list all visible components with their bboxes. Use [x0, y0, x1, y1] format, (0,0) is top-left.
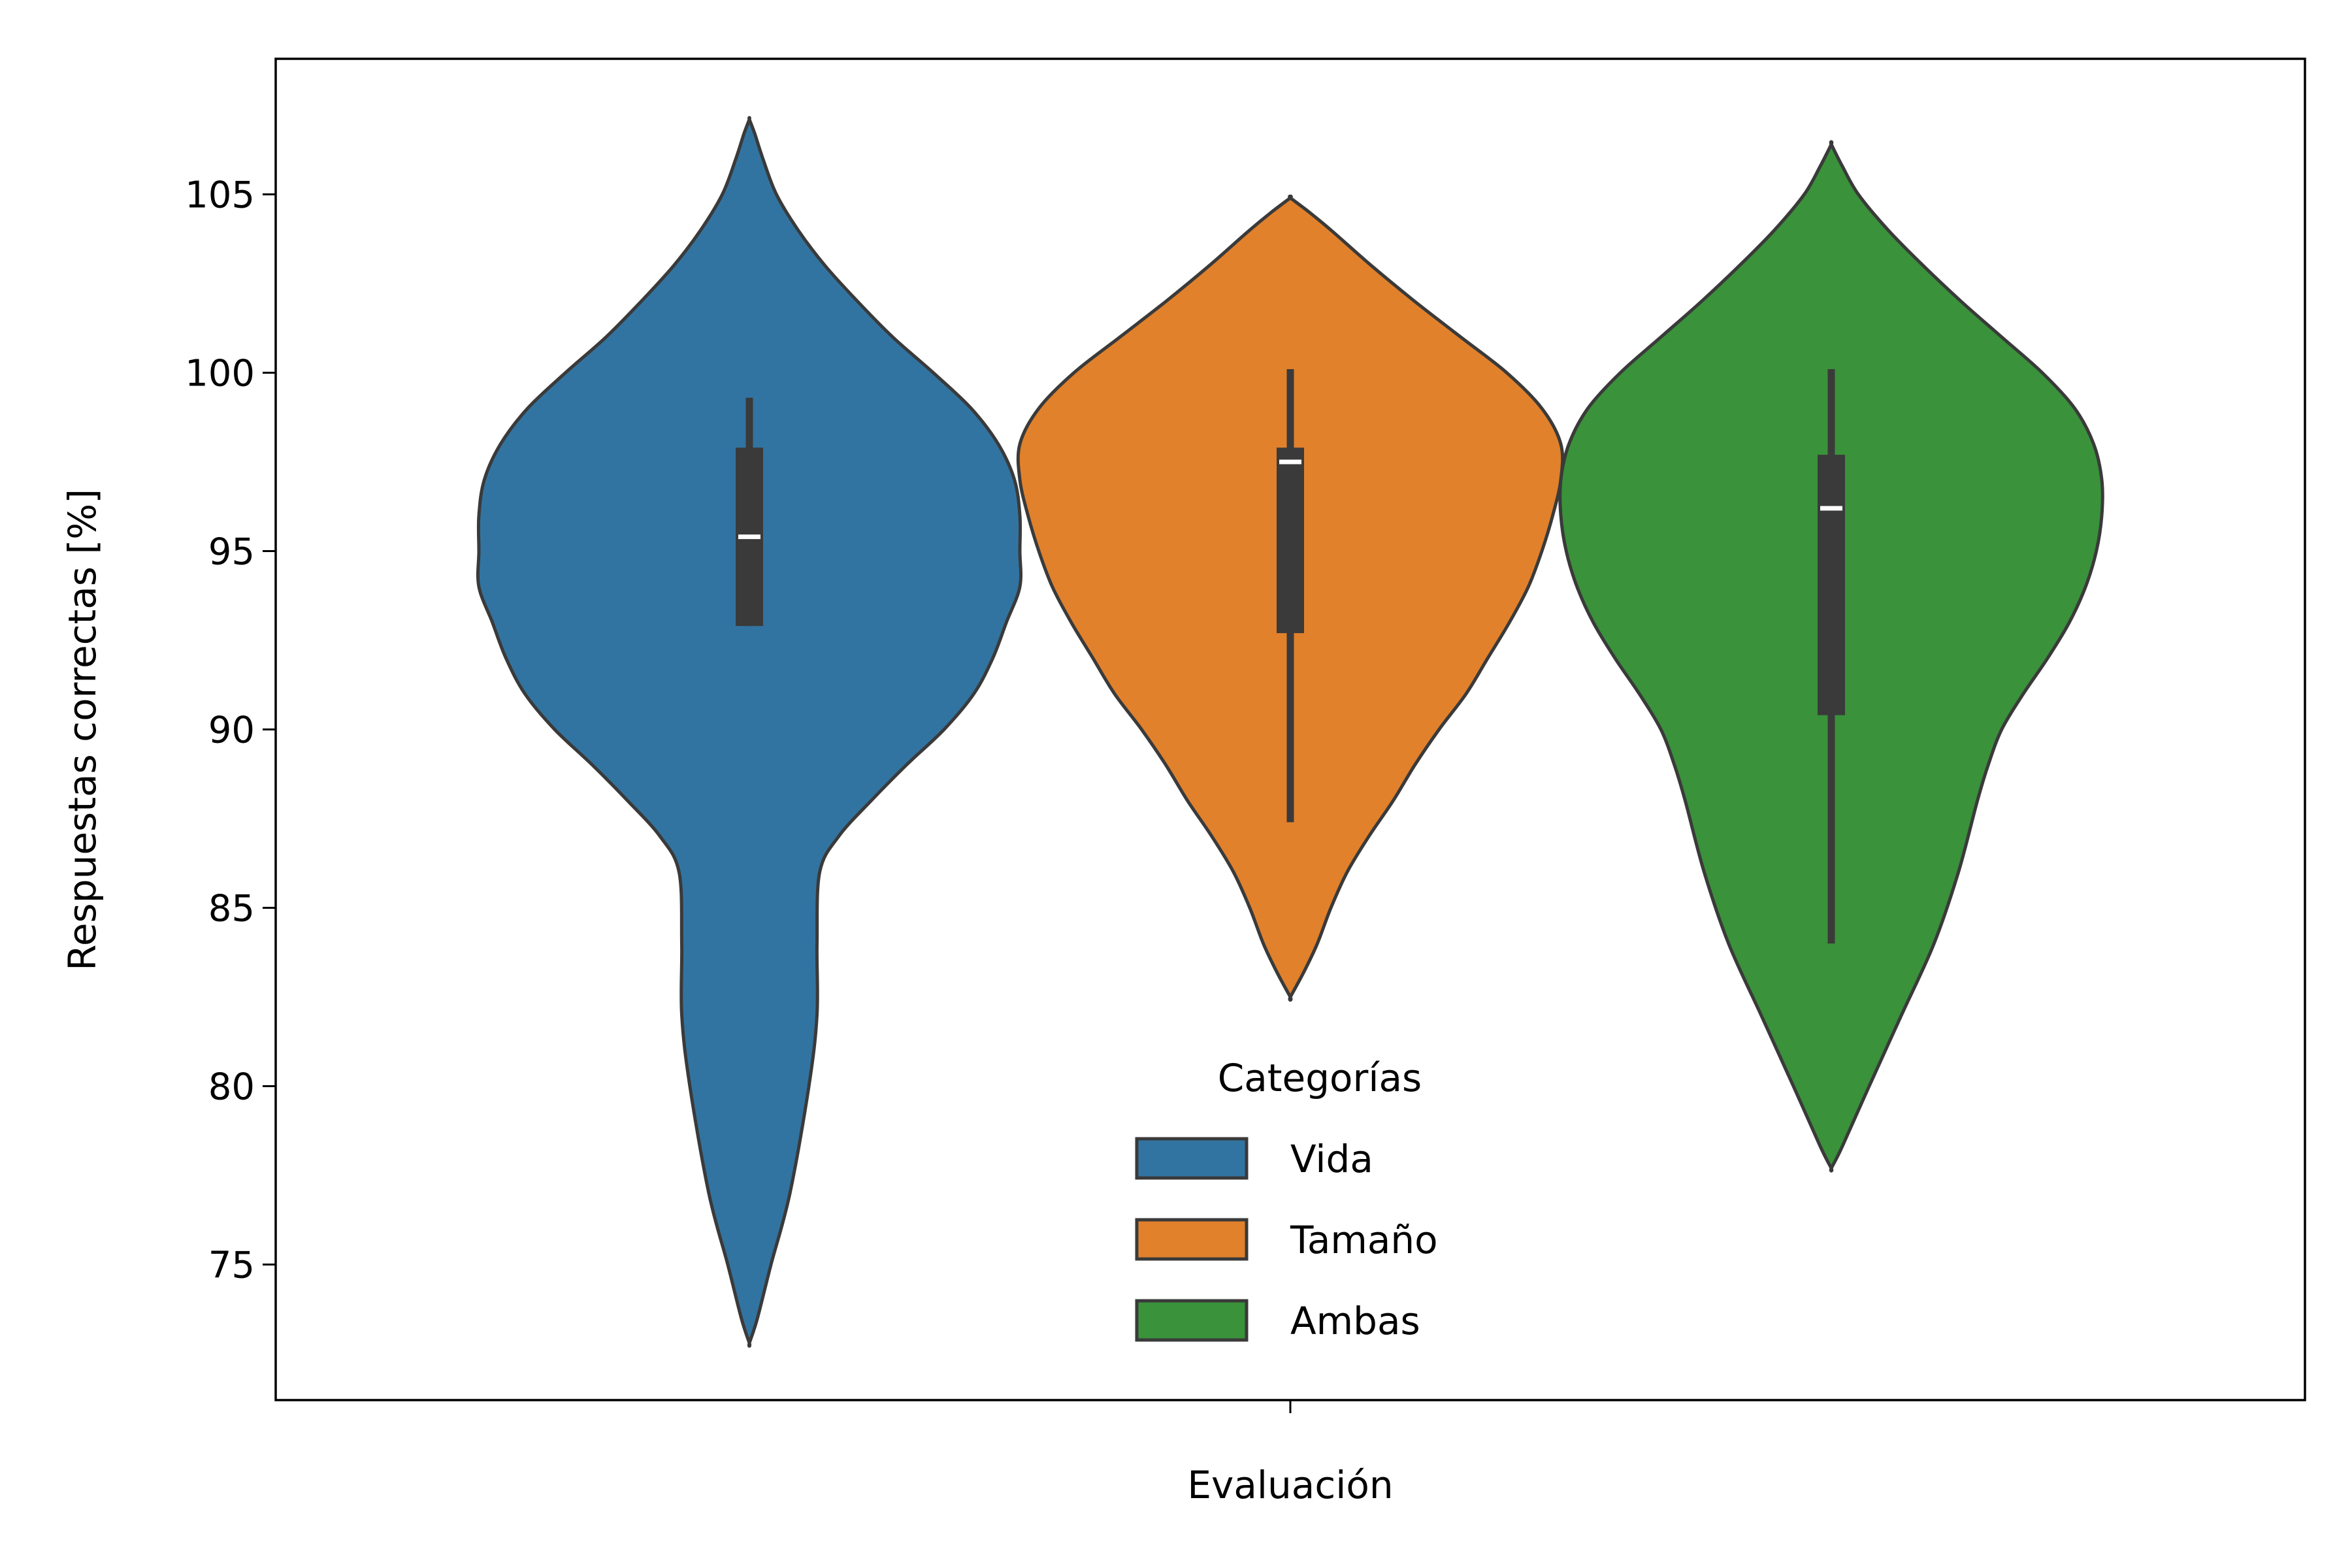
legend-label-tamaño: Tamaño: [1290, 1218, 1438, 1262]
legend-label-ambas: Ambas: [1290, 1299, 1420, 1343]
y-tick-label: 80: [208, 1066, 255, 1109]
y-axis: 75 80 85 90 95 100 105: [185, 174, 276, 1287]
y-tick-label: 105: [185, 174, 255, 216]
violin-body: [476, 116, 1023, 1348]
y-tick-label: 90: [208, 710, 255, 752]
legend-swatch-vida: [1135, 1137, 1249, 1180]
y-tick-label: 85: [208, 888, 255, 930]
violin-tamaño: [1016, 194, 1565, 1002]
y-axis-title: Respuestas correctas [%]: [60, 489, 105, 971]
y-tick-label: 75: [208, 1245, 255, 1287]
violin-layer: [476, 116, 2104, 1348]
legend: Categorías Vida Tamaño Ambas: [1135, 1056, 1438, 1343]
x-axis-title: Evaluación: [1187, 1463, 1393, 1507]
violin-ambas: [1558, 140, 2104, 1173]
violin-iqr-box: [1277, 448, 1304, 634]
violin-vida: [476, 116, 1023, 1348]
legend-swatch-tamaño: [1135, 1218, 1249, 1261]
legend-swatch-ambas: [1135, 1299, 1249, 1342]
y-tick-label: 95: [208, 531, 255, 573]
y-tick-label: 100: [185, 352, 255, 395]
legend-label-vida: Vida: [1290, 1137, 1373, 1181]
legend-title: Categorías: [1218, 1056, 1422, 1100]
violin-iqr-box: [1818, 455, 1845, 715]
